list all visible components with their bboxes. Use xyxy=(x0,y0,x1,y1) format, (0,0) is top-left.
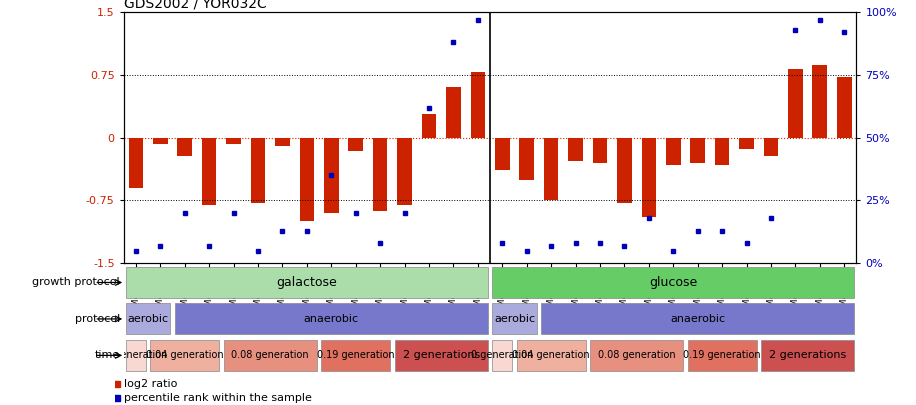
Text: galactose: galactose xyxy=(277,276,337,289)
FancyBboxPatch shape xyxy=(541,303,855,335)
Bar xyxy=(666,138,681,165)
FancyBboxPatch shape xyxy=(125,340,146,371)
Bar xyxy=(764,138,779,156)
Text: 0.08 generation: 0.08 generation xyxy=(232,350,309,360)
Bar xyxy=(398,138,412,205)
Bar xyxy=(128,138,143,188)
FancyBboxPatch shape xyxy=(688,340,757,371)
Text: 2 generations: 2 generations xyxy=(769,350,846,360)
Text: time: time xyxy=(94,350,120,360)
Text: anaerobic: anaerobic xyxy=(671,314,725,324)
Text: aerobic: aerobic xyxy=(494,314,535,324)
Bar xyxy=(617,138,632,203)
Bar xyxy=(324,138,339,213)
Bar xyxy=(153,138,168,145)
Bar xyxy=(714,138,729,165)
Bar xyxy=(593,138,607,163)
Text: 0.04 generation: 0.04 generation xyxy=(146,350,224,360)
Text: 2 generations: 2 generations xyxy=(402,350,480,360)
Text: 0 generation: 0 generation xyxy=(471,350,533,360)
Text: 0 generation: 0 generation xyxy=(104,350,167,360)
Bar xyxy=(348,138,363,151)
FancyBboxPatch shape xyxy=(590,340,683,371)
Bar xyxy=(495,138,509,170)
Bar xyxy=(446,87,461,138)
FancyBboxPatch shape xyxy=(395,340,488,371)
Text: log2 ratio: log2 ratio xyxy=(124,379,177,389)
FancyBboxPatch shape xyxy=(322,340,390,371)
Bar xyxy=(837,77,852,138)
Text: percentile rank within the sample: percentile rank within the sample xyxy=(124,393,311,403)
Bar xyxy=(421,114,436,138)
FancyBboxPatch shape xyxy=(175,303,488,335)
Bar xyxy=(178,138,192,156)
Text: growth protocol: growth protocol xyxy=(32,277,120,288)
Bar xyxy=(275,138,289,146)
FancyBboxPatch shape xyxy=(125,303,170,335)
FancyBboxPatch shape xyxy=(224,340,317,371)
Bar xyxy=(226,138,241,143)
Text: GDS2002 / YOR032C: GDS2002 / YOR032C xyxy=(124,0,267,11)
Text: 0.19 generation: 0.19 generation xyxy=(317,350,395,360)
FancyBboxPatch shape xyxy=(492,303,537,335)
Text: glucose: glucose xyxy=(649,276,697,289)
Bar xyxy=(568,138,583,161)
Bar xyxy=(519,138,534,179)
Bar xyxy=(641,138,656,217)
Bar xyxy=(300,138,314,222)
Text: aerobic: aerobic xyxy=(127,314,169,324)
Bar xyxy=(202,138,216,205)
Bar xyxy=(739,138,754,149)
Bar xyxy=(471,72,485,138)
Bar xyxy=(251,138,266,203)
Text: 0.04 generation: 0.04 generation xyxy=(512,350,590,360)
FancyBboxPatch shape xyxy=(492,267,855,298)
FancyBboxPatch shape xyxy=(761,340,855,371)
Bar xyxy=(812,65,827,138)
FancyBboxPatch shape xyxy=(150,340,219,371)
FancyBboxPatch shape xyxy=(517,340,585,371)
Text: protocol: protocol xyxy=(75,314,120,324)
Bar xyxy=(544,138,559,200)
Bar xyxy=(788,69,802,138)
FancyBboxPatch shape xyxy=(492,340,512,371)
Text: 0.19 generation: 0.19 generation xyxy=(683,350,761,360)
FancyBboxPatch shape xyxy=(125,267,488,298)
Text: 0.08 generation: 0.08 generation xyxy=(598,350,675,360)
Bar xyxy=(373,138,387,211)
Text: anaerobic: anaerobic xyxy=(304,314,359,324)
Bar xyxy=(691,138,705,163)
